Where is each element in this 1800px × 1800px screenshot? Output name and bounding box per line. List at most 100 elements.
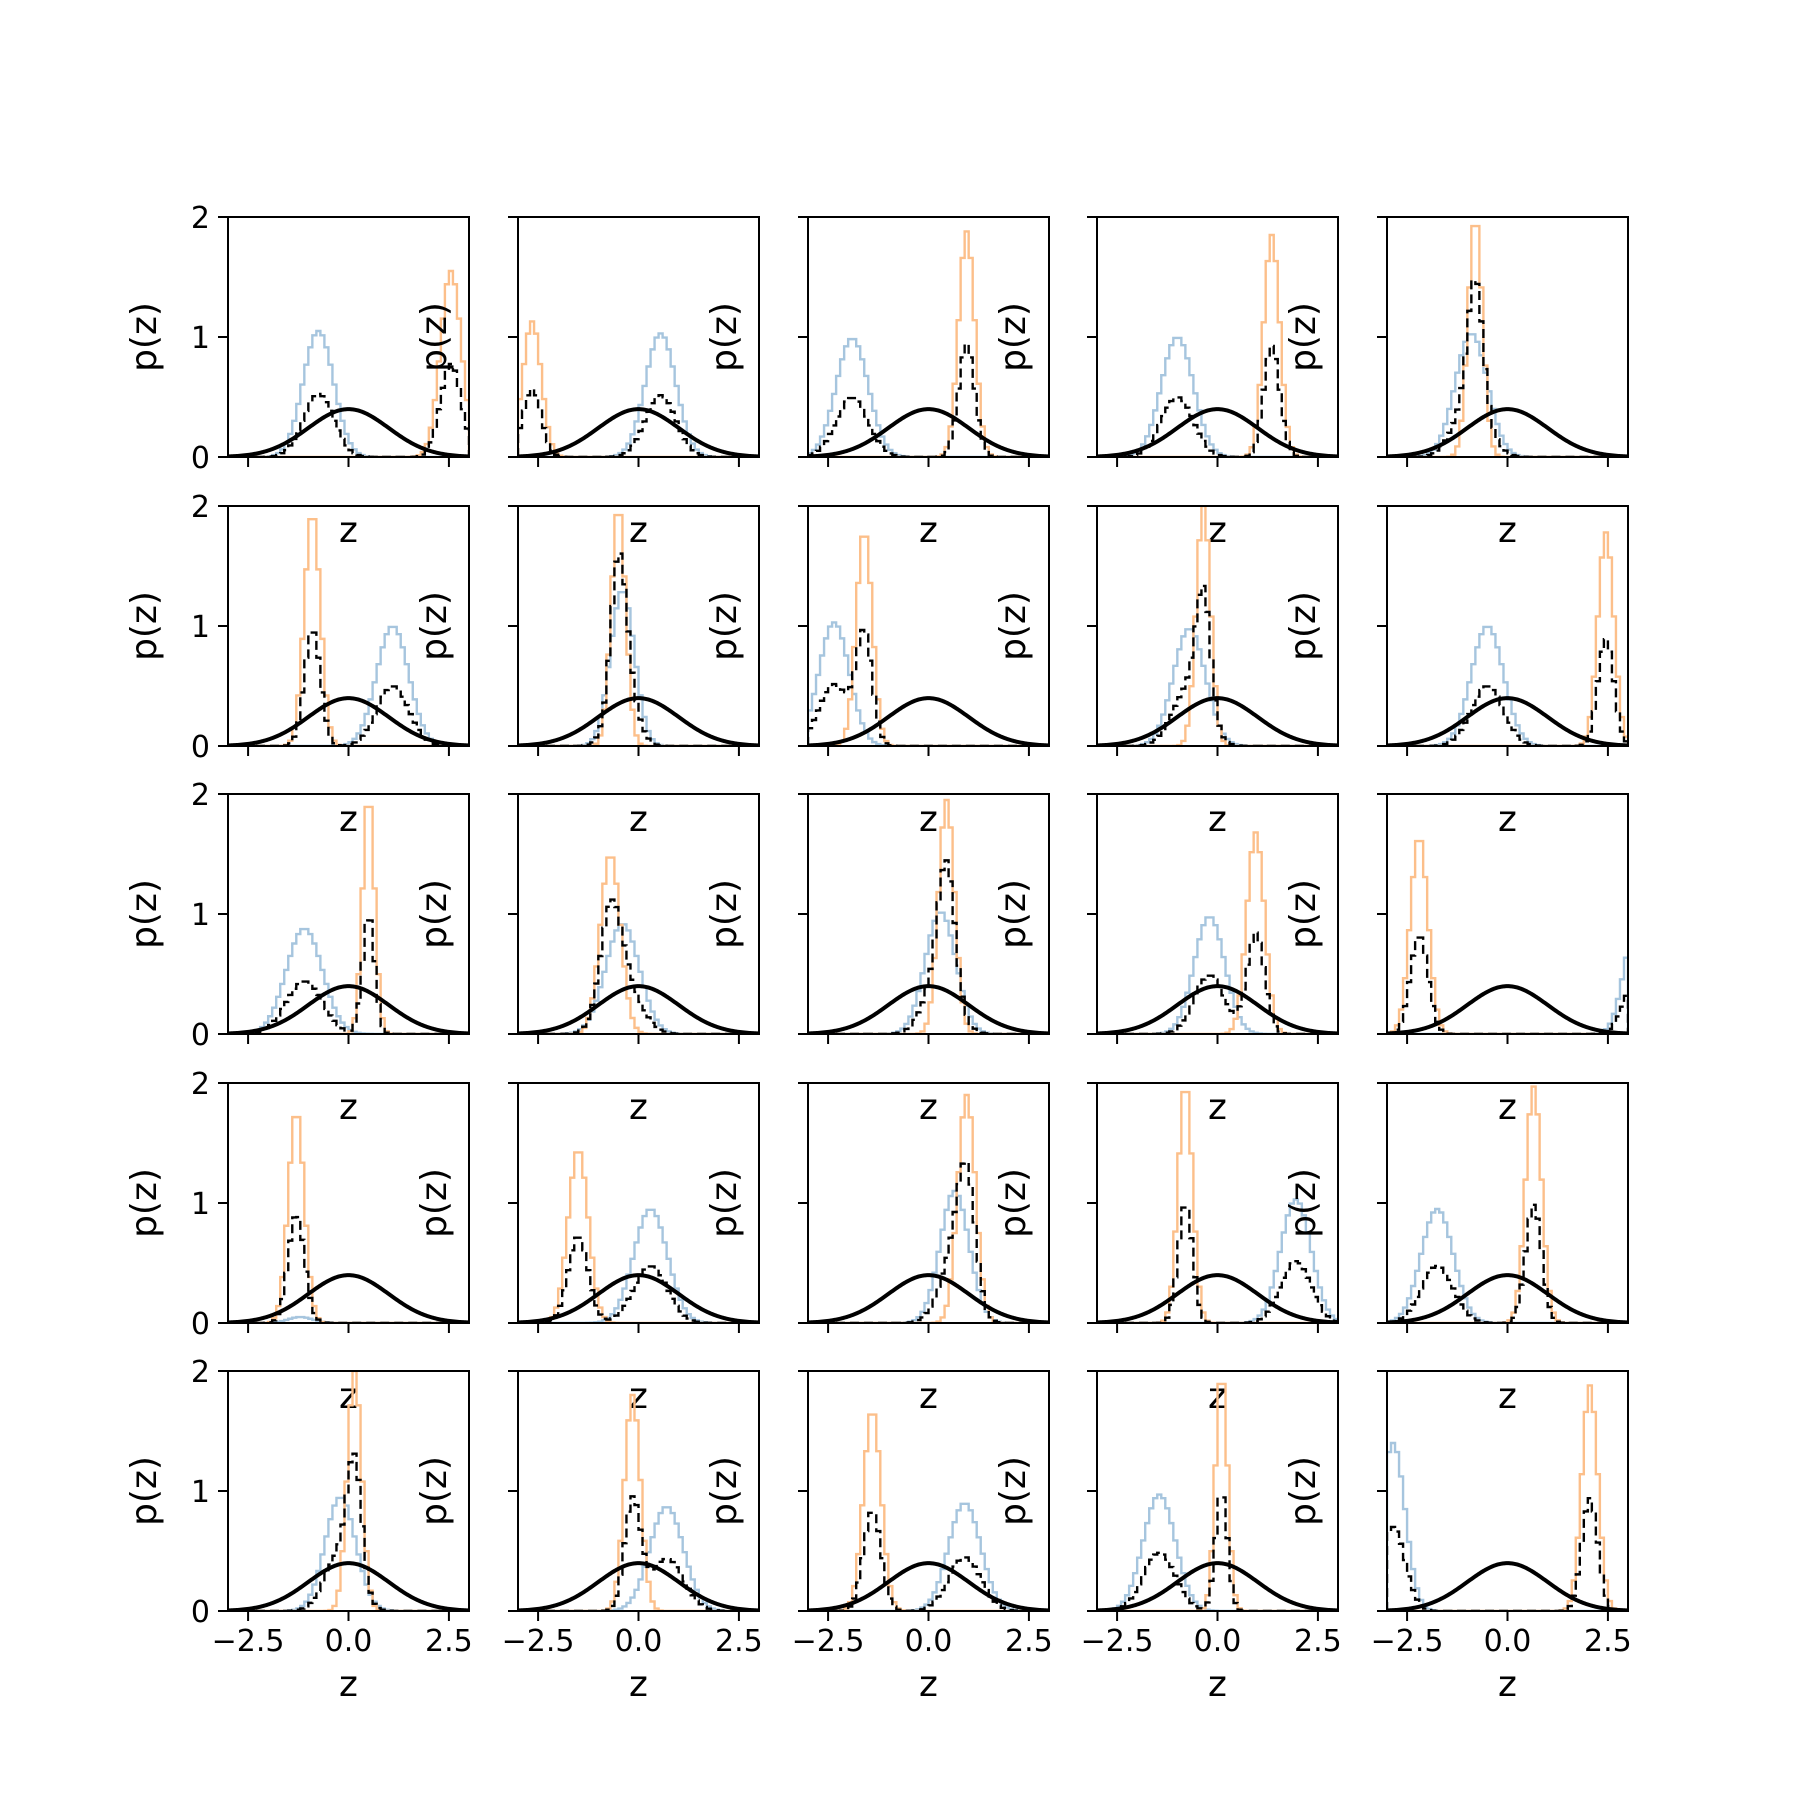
x-axis-label: z <box>1498 1664 1517 1705</box>
hist-orange-series <box>1097 1382 1338 1611</box>
y-axis-label: p(z) <box>414 591 455 661</box>
subplot-r1-c4: z p(z) <box>993 216 1339 551</box>
hist-orange-series <box>1387 1085 1628 1323</box>
y-axis-label: p(z) <box>993 591 1034 661</box>
hist-orange-series <box>1387 531 1628 746</box>
y-tick-label: 1 <box>191 1187 210 1222</box>
subplot-r4-c2: z p(z) <box>414 1082 760 1417</box>
subplot-r1-c5: z p(z) <box>1283 216 1629 551</box>
subplot-r3-c2: z p(z) <box>414 793 760 1128</box>
x-tick-label: −2.5 <box>212 1624 285 1659</box>
plot-area <box>1387 224 1628 457</box>
hist-orange-series <box>228 805 469 1034</box>
y-axis-label: p(z) <box>704 879 745 949</box>
y-tick-label: 2 <box>191 490 210 525</box>
y-axis-label: p(z) <box>704 1168 745 1238</box>
prior-normal-curve <box>518 1273 759 1323</box>
hist-blue-series <box>1387 1207 1628 1323</box>
subplot-r2-c3: z p(z) <box>704 505 1050 840</box>
hist-blue-series <box>1387 333 1628 457</box>
prior-normal-curve <box>1387 407 1628 457</box>
y-tick-label: 1 <box>191 1475 210 1510</box>
plot-area <box>1097 1382 1338 1611</box>
x-tick-label: −2.5 <box>1371 1624 1444 1659</box>
mixture-dashed-line <box>1097 344 1338 457</box>
prior-normal-curve <box>1097 1273 1338 1323</box>
hist-blue-series <box>808 337 1049 457</box>
subplot-r4-c4: z p(z) <box>993 1082 1339 1417</box>
hist-orange-series <box>1387 224 1628 457</box>
x-tick-label: 0.0 <box>1484 1624 1532 1659</box>
subplot-r1-c3: z p(z) <box>704 216 1050 551</box>
hist-orange-series <box>518 513 759 746</box>
y-tick-label: 2 <box>191 1355 210 1390</box>
x-axis-label: z <box>629 1664 648 1705</box>
hist-orange-series <box>518 320 759 457</box>
x-tick-label: 0.0 <box>905 1624 953 1659</box>
mixture-dashed-line <box>228 1452 469 1611</box>
y-axis-label: p(z) <box>124 591 165 661</box>
y-axis-label: p(z) <box>124 1168 165 1238</box>
prior-normal-curve <box>1387 696 1628 746</box>
prior-normal-curve <box>1097 984 1338 1034</box>
y-axis-label: p(z) <box>414 302 455 372</box>
x-tick-label: 0.0 <box>325 1624 373 1659</box>
x-tick-label: −2.5 <box>502 1624 575 1659</box>
subplot-r5-c3: −2.5 0.0 2.5 z p(z) <box>704 1370 1053 1705</box>
y-axis-label: p(z) <box>1283 1168 1324 1238</box>
plot-area <box>1387 839 1628 1034</box>
hist-orange-series <box>228 1371 469 1611</box>
y-axis-label: p(z) <box>124 879 165 949</box>
mixture-dashed-line <box>1097 1496 1338 1611</box>
x-axis-label: z <box>629 1087 648 1128</box>
x-axis-label: z <box>919 1664 938 1705</box>
prior-normal-curve <box>228 407 469 457</box>
prior-normal-curve <box>808 1273 1049 1323</box>
prior-normal-curve <box>228 984 469 1034</box>
prior-normal-curve <box>518 407 759 457</box>
x-axis-label: z <box>1498 1087 1517 1128</box>
x-axis-label: z <box>339 1087 358 1128</box>
subplot-r2-c4: z p(z) <box>993 505 1339 840</box>
x-axis-label: z <box>1208 799 1227 840</box>
y-tick-label: 2 <box>191 778 210 813</box>
y-axis-label: p(z) <box>704 591 745 661</box>
subplot-r5-c1: −2.5 0.0 2.5 0 1 2 z p(z) <box>124 1355 473 1705</box>
plot-area <box>228 805 469 1034</box>
x-tick-label: −2.5 <box>1081 1624 1154 1659</box>
x-axis-label: z <box>1208 1087 1227 1128</box>
x-tick-label: 0.0 <box>615 1624 663 1659</box>
y-axis-label: p(z) <box>414 1168 455 1238</box>
prior-normal-curve <box>518 1561 759 1611</box>
hist-blue-series <box>1387 1441 1628 1611</box>
plot-area <box>1387 1384 1628 1611</box>
y-axis-label: p(z) <box>704 302 745 372</box>
x-tick-label: 2.5 <box>1584 1624 1632 1659</box>
subplot-r1-c1: 0 1 2 z p(z) <box>124 201 470 551</box>
x-axis-label: z <box>1498 1376 1517 1417</box>
prior-normal-curve <box>1097 1561 1338 1611</box>
hist-orange-series <box>518 1393 759 1611</box>
subplot-r5-c5: −2.5 0.0 2.5 z p(z) <box>1283 1370 1632 1705</box>
mixture-dashed-line <box>808 1511 1049 1611</box>
y-axis-label: p(z) <box>414 1456 455 1526</box>
mixture-dashed-line <box>1097 584 1338 746</box>
x-axis-label: z <box>919 1087 938 1128</box>
y-tick-label: 2 <box>191 1067 210 1102</box>
y-axis-label: p(z) <box>1283 302 1324 372</box>
y-tick-label: 1 <box>191 321 210 356</box>
x-axis-label: z <box>629 510 648 551</box>
x-tick-label: 2.5 <box>1005 1624 1053 1659</box>
prior-normal-curve <box>808 407 1049 457</box>
hist-orange-series <box>808 798 1049 1034</box>
subplot-r2-c2: z p(z) <box>414 505 760 840</box>
x-tick-label: −2.5 <box>792 1624 865 1659</box>
x-axis-label: z <box>1208 1664 1227 1705</box>
x-axis-label: z <box>339 1664 358 1705</box>
y-tick-label: 0 <box>191 441 210 476</box>
x-axis-label: z <box>919 1376 938 1417</box>
subplot-r5-c4: −2.5 0.0 2.5 z p(z) <box>993 1370 1342 1705</box>
x-axis-label: z <box>919 510 938 551</box>
x-axis-label: z <box>629 799 648 840</box>
